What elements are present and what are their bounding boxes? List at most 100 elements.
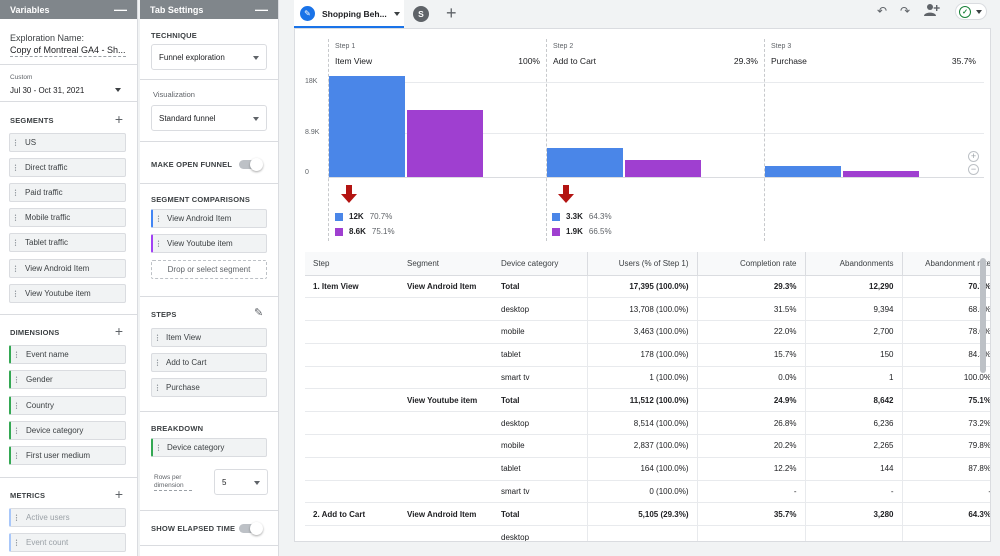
column-header-users[interactable]: Users (% of Step 1)	[586, 252, 697, 276]
table-row[interactable]: View Youtube item Total 11,512 (100.0%) 24.…	[305, 388, 990, 413]
funnel-bar-youtube-step-2[interactable]	[625, 160, 701, 177]
drag-handle-icon[interactable]	[15, 402, 18, 410]
step-chip-add-to-cart[interactable]: Add to Cart	[151, 353, 267, 372]
column-header-abandonment-rate[interactable]: Abandonment rate	[901, 252, 990, 276]
zoom-in-icon[interactable]: +	[968, 151, 979, 162]
dropoff-legend-youtube: 8.6K 75.1%	[335, 227, 395, 236]
segment-chip-tablet[interactable]: Tablet traffic	[9, 233, 126, 252]
check-circle-icon: ✓	[959, 6, 971, 18]
date-range-picker[interactable]: Jul 30 - Oct 31, 2021	[10, 86, 85, 95]
drag-handle-icon[interactable]	[14, 214, 17, 222]
dimension-chip-event-name[interactable]: Event name	[9, 345, 126, 364]
step-label: Purchase	[771, 56, 807, 66]
table-row[interactable]: desktop	[305, 525, 990, 541]
funnel-bar-youtube-step-3[interactable]	[843, 171, 919, 177]
open-funnel-toggle[interactable]	[239, 158, 263, 171]
status-dropdown[interactable]: ✓	[955, 3, 987, 20]
tab-menu-caret-icon[interactable]	[394, 12, 400, 16]
add-dimension-icon[interactable]: +	[114, 323, 123, 339]
funnel-bar-android-step-1[interactable]	[329, 76, 405, 177]
elapsed-time-toggle[interactable]	[239, 522, 263, 535]
drag-handle-icon[interactable]	[157, 444, 160, 452]
table-row[interactable]: mobile 2,837 (100.0%) 20.2% 2,265 79.8%	[305, 434, 990, 458]
tab-shopping-behavior[interactable]: ✎ Shopping Beh...	[294, 0, 404, 28]
technique-select[interactable]: Funnel exploration	[151, 44, 267, 70]
table-cell-segment	[399, 525, 493, 541]
dimension-chip-first-user-medium[interactable]: First user medium	[9, 446, 126, 465]
table-row[interactable]: desktop 8,514 (100.0%) 26.8% 6,236 73.2%	[305, 411, 990, 436]
table-cell-users: 17,395 (100.0%)	[586, 275, 697, 299]
drag-handle-icon[interactable]	[15, 376, 18, 384]
minimize-icon[interactable]: —	[255, 2, 268, 17]
zoom-out-icon[interactable]: −	[968, 164, 979, 175]
table-cell-abandon-rate: 75.1%	[901, 388, 990, 413]
segment-drop-zone[interactable]: Drop or select segment	[151, 260, 267, 279]
rows-per-dimension-select[interactable]: 5	[214, 469, 268, 495]
metric-chip-active-users[interactable]: Active users	[9, 508, 126, 527]
share-people-icon[interactable]	[924, 3, 940, 22]
table-row[interactable]: smart tv 0 (100.0%) - - -	[305, 480, 990, 504]
scrollbar-thumb[interactable]	[980, 258, 986, 373]
column-header-segment[interactable]: Segment	[399, 252, 493, 276]
drag-handle-icon[interactable]	[15, 539, 18, 547]
drag-handle-icon[interactable]	[15, 351, 18, 359]
drag-handle-icon[interactable]	[14, 239, 17, 247]
redo-icon[interactable]: ↷	[900, 4, 911, 18]
undo-icon[interactable]: ↶	[877, 4, 888, 18]
tab-s[interactable]: S	[413, 6, 429, 22]
segment-chip-direct[interactable]: Direct traffic	[9, 158, 126, 177]
breakdown-chip-device-category[interactable]: Device category	[151, 438, 267, 457]
drag-handle-icon[interactable]	[156, 384, 159, 392]
funnel-bar-android-step-2[interactable]	[547, 148, 623, 177]
column-header-completion-rate[interactable]: Completion rate	[696, 252, 805, 276]
segment-chip-mobile[interactable]: Mobile traffic	[9, 208, 126, 227]
comparison-chip-youtube[interactable]: View Youtube item	[151, 234, 267, 253]
drag-handle-icon[interactable]	[14, 164, 17, 172]
drag-handle-icon[interactable]	[14, 139, 17, 147]
metric-chip-event-count[interactable]: Event count	[9, 533, 126, 552]
dimension-chip-country[interactable]: Country	[9, 396, 126, 415]
comparison-chip-android[interactable]: View Android Item	[151, 209, 267, 228]
table-row[interactable]: tablet 164 (100.0%) 12.2% 144 87.8%	[305, 457, 990, 481]
funnel-bar-youtube-step-1[interactable]	[407, 110, 483, 177]
date-caret-icon[interactable]	[115, 88, 121, 92]
edit-pencil-icon[interactable]: ✎	[300, 6, 315, 21]
drag-handle-icon[interactable]	[157, 240, 160, 248]
segment-chip-youtube[interactable]: View Youtube item	[9, 284, 126, 303]
table-row[interactable]: smart tv 1 (100.0%) 0.0% 1 100.0%	[305, 366, 990, 390]
add-metric-icon[interactable]: +	[114, 486, 123, 502]
step-chip-purchase[interactable]: Purchase	[151, 378, 267, 397]
drag-handle-icon[interactable]	[15, 427, 18, 435]
edit-steps-pencil-icon[interactable]: ✎	[254, 307, 264, 319]
drag-handle-icon[interactable]	[157, 215, 160, 223]
drag-handle-icon[interactable]	[156, 359, 159, 367]
minimize-icon[interactable]: —	[114, 2, 127, 17]
dimension-chip-device-category[interactable]: Device category	[9, 421, 126, 440]
segment-chip-paid[interactable]: Paid traffic	[9, 183, 126, 202]
drag-handle-icon[interactable]	[14, 290, 17, 298]
drag-handle-icon[interactable]	[15, 514, 18, 522]
drag-handle-icon[interactable]	[15, 452, 18, 460]
column-header-device-category[interactable]: Device category	[493, 252, 587, 276]
add-tab-icon[interactable]: +	[446, 3, 457, 23]
chip-label: View Android Item	[25, 264, 90, 273]
segment-chip-android[interactable]: View Android Item	[9, 259, 126, 278]
funnel-bar-android-step-3[interactable]	[765, 166, 841, 177]
add-segment-icon[interactable]: +	[114, 111, 123, 127]
column-header-abandonments[interactable]: Abandonments	[804, 252, 902, 276]
table-row[interactable]: 2. Add to Cart View Android Item Total 5,10…	[305, 502, 990, 527]
drag-handle-icon[interactable]	[14, 189, 17, 197]
step-chip-item-view[interactable]: Item View	[151, 328, 267, 347]
drag-handle-icon[interactable]	[14, 265, 17, 273]
table-row[interactable]: 1. Item View View Android Item Total 17,395…	[305, 275, 990, 299]
table-scrollbar[interactable]	[980, 252, 987, 541]
column-header-step[interactable]: Step	[305, 252, 399, 276]
exploration-name-field[interactable]: Copy of Montreal GA4 - Sh...	[10, 45, 126, 57]
dimension-chip-gender[interactable]: Gender	[9, 370, 126, 389]
drag-handle-icon[interactable]	[156, 334, 159, 342]
segment-chip-us[interactable]: US	[9, 133, 126, 152]
visualization-select[interactable]: Standard funnel	[151, 105, 267, 131]
